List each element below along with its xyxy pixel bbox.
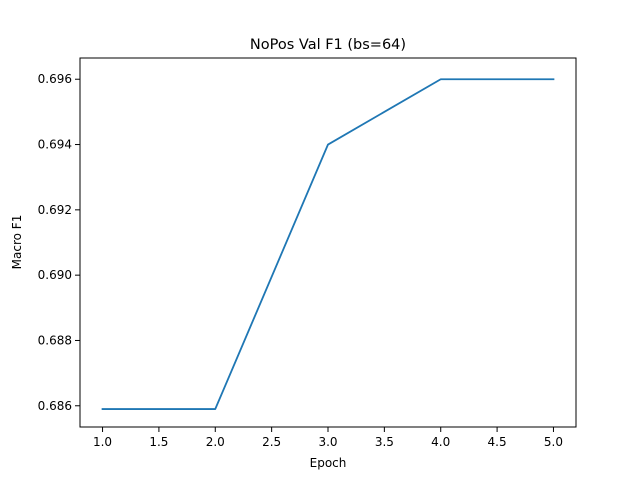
x-tick-label: 4.0 (431, 435, 450, 449)
x-tick-label: 5.0 (544, 435, 563, 449)
x-axis-label: Epoch (310, 456, 347, 470)
x-tick-label: 1.5 (149, 435, 168, 449)
y-tick-label: 0.688 (38, 333, 72, 347)
x-tick-label: 4.5 (488, 435, 507, 449)
y-tick-label: 0.686 (38, 399, 72, 413)
y-tick-label: 0.690 (38, 268, 72, 282)
x-tick-label: 3.5 (375, 435, 394, 449)
x-tick-label: 2.0 (206, 435, 225, 449)
x-tick-label: 2.5 (262, 435, 281, 449)
x-tick-label: 1.0 (93, 435, 112, 449)
y-axis-label: Macro F1 (10, 215, 24, 270)
y-tick-label: 0.696 (38, 72, 72, 86)
y-tick-label: 0.694 (38, 138, 72, 152)
chart-title: NoPos Val F1 (bs=64) (250, 37, 406, 53)
x-tick-label: 3.0 (318, 435, 337, 449)
y-tick-label: 0.692 (38, 203, 72, 217)
